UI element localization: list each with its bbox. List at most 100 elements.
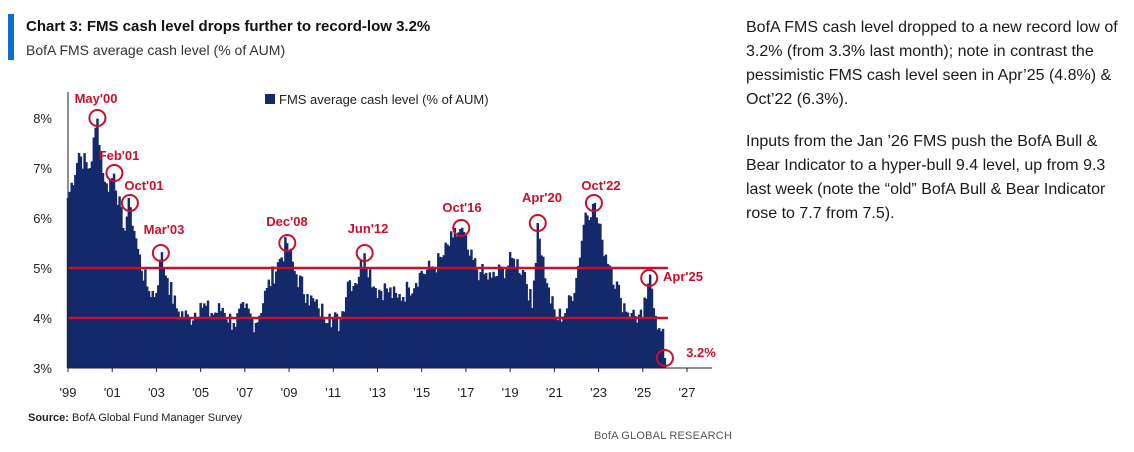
bar bbox=[230, 329, 234, 368]
bar bbox=[168, 294, 171, 368]
bar bbox=[409, 295, 412, 368]
bar bbox=[136, 248, 140, 368]
bar bbox=[648, 274, 652, 368]
axes: 3% 4% 5% 6% 7% 8% '99 '01 '03 '05 '07 '09 '11 '13 '15 '… bbox=[33, 92, 712, 400]
x-tick-label: '01 bbox=[104, 385, 121, 400]
bar bbox=[309, 295, 313, 368]
x-tick-label: '05 bbox=[192, 385, 209, 400]
annotation-label: Mar'03 bbox=[144, 222, 185, 237]
annotation-circle bbox=[120, 194, 139, 212]
bar bbox=[435, 272, 438, 368]
bar bbox=[101, 173, 105, 368]
bar bbox=[221, 308, 224, 368]
bar bbox=[484, 272, 488, 368]
bar bbox=[379, 291, 383, 368]
bar bbox=[133, 230, 136, 368]
bar bbox=[615, 281, 619, 368]
bar bbox=[372, 286, 376, 368]
bar bbox=[129, 207, 132, 368]
bar bbox=[416, 286, 420, 368]
bar bbox=[212, 314, 215, 368]
bar bbox=[243, 308, 247, 368]
bar bbox=[381, 300, 385, 368]
annotation-label: Apr'25 bbox=[663, 269, 703, 284]
bar bbox=[403, 301, 407, 368]
source-text: BofA Global Fund Manager Survey bbox=[72, 412, 243, 424]
bar bbox=[510, 257, 514, 368]
bar bbox=[341, 311, 344, 368]
commentary-paragraph-1: BofA FMS cash level dropped to a new rec… bbox=[746, 19, 1118, 108]
bar bbox=[613, 288, 617, 368]
bar bbox=[201, 307, 204, 368]
bar bbox=[503, 278, 506, 368]
bar bbox=[155, 293, 158, 368]
bar bbox=[70, 182, 73, 368]
bar bbox=[326, 323, 329, 368]
x-tick-label: '99 bbox=[60, 385, 77, 400]
cash-level-chart: 3% 4% 5% 6% 7% 8% '99 '01 '03 '05 '07 '09 '11 '13 '15 '… bbox=[33, 91, 716, 400]
bar bbox=[103, 181, 107, 368]
bar bbox=[134, 238, 138, 368]
bar bbox=[227, 322, 230, 368]
bar bbox=[387, 292, 390, 368]
bar bbox=[367, 277, 370, 368]
bar bbox=[597, 223, 600, 368]
x-tick-label: '17 bbox=[457, 385, 474, 400]
bar bbox=[571, 300, 575, 368]
bar bbox=[184, 310, 188, 368]
bar bbox=[540, 255, 543, 368]
bar bbox=[131, 225, 134, 368]
bar bbox=[217, 303, 221, 368]
y-tick-label: 3% bbox=[33, 361, 52, 376]
bar bbox=[77, 153, 81, 368]
bar bbox=[536, 223, 539, 368]
bar bbox=[343, 311, 346, 368]
bar bbox=[171, 303, 175, 368]
bar bbox=[300, 276, 304, 368]
bar bbox=[523, 272, 527, 368]
bar bbox=[363, 253, 366, 368]
bar bbox=[440, 257, 444, 368]
bar bbox=[274, 271, 278, 368]
bar bbox=[486, 279, 490, 368]
bar bbox=[637, 314, 641, 368]
bar bbox=[352, 285, 355, 368]
annotation-label: Feb'01 bbox=[99, 148, 140, 163]
bar bbox=[190, 324, 193, 368]
bar bbox=[267, 279, 271, 368]
bar bbox=[295, 274, 298, 368]
bar bbox=[287, 251, 291, 368]
bar bbox=[529, 289, 532, 368]
bar bbox=[623, 303, 626, 368]
bar bbox=[392, 286, 396, 368]
x-tick-label: '23 bbox=[590, 385, 607, 400]
bar bbox=[418, 272, 422, 368]
bars-group bbox=[66, 118, 667, 369]
bar bbox=[391, 298, 394, 368]
bar bbox=[470, 249, 473, 368]
bar bbox=[518, 273, 521, 368]
bar bbox=[556, 320, 560, 368]
bar bbox=[125, 216, 129, 368]
bar bbox=[332, 317, 335, 368]
bar bbox=[75, 162, 79, 368]
bar bbox=[138, 254, 142, 368]
bar bbox=[122, 228, 125, 368]
bar bbox=[147, 291, 151, 368]
bar bbox=[278, 258, 282, 368]
x-tick-label: '15 bbox=[413, 385, 430, 400]
bar bbox=[157, 285, 160, 368]
bar bbox=[604, 254, 608, 368]
bar bbox=[199, 303, 202, 368]
bar bbox=[405, 281, 409, 368]
bar bbox=[645, 298, 648, 368]
bar bbox=[586, 215, 589, 368]
bar bbox=[580, 240, 584, 368]
bar bbox=[608, 265, 611, 368]
bar bbox=[519, 274, 523, 368]
bar bbox=[551, 296, 554, 368]
bar bbox=[394, 292, 398, 368]
x-tick-label: '21 bbox=[546, 385, 563, 400]
bar bbox=[545, 283, 549, 368]
bar bbox=[553, 309, 556, 368]
